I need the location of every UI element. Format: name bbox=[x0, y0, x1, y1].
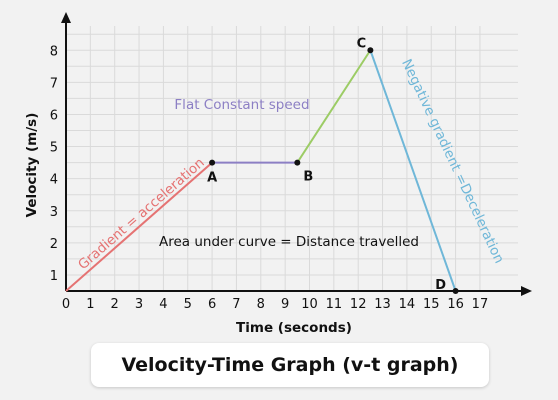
x-axis-title: Time (seconds) bbox=[236, 320, 352, 336]
x-tick-label: 6 bbox=[208, 297, 216, 312]
graph-segment bbox=[296, 49, 372, 164]
x-tick-label: 7 bbox=[232, 297, 240, 312]
x-tick-label: 9 bbox=[281, 297, 289, 312]
x-tick-label: 3 bbox=[135, 297, 143, 312]
x-tick-label: 14 bbox=[399, 297, 416, 312]
graph-caption: Velocity-Time Graph (v-t graph) bbox=[121, 354, 459, 376]
graph-points: A B C D bbox=[207, 36, 459, 294]
point-marker bbox=[209, 159, 216, 166]
y-axis-arrow-icon bbox=[61, 12, 71, 23]
x-axis-arrow-icon bbox=[521, 286, 532, 296]
y-tick-labels: 1 2 3 4 5 6 7 8 bbox=[50, 44, 58, 284]
axes bbox=[61, 12, 532, 296]
y-tick-label: 6 bbox=[50, 108, 58, 123]
caption-box: Velocity-Time Graph (v-t graph) bbox=[91, 343, 489, 387]
x-tick-label: 16 bbox=[447, 297, 464, 312]
annotation-constant-speed: Flat Constant speed bbox=[174, 97, 309, 113]
point-label: C bbox=[357, 36, 367, 51]
graph-segment bbox=[369, 49, 457, 292]
y-tick-label: 3 bbox=[50, 205, 58, 220]
x-tick-label: 13 bbox=[374, 297, 391, 312]
point-marker bbox=[294, 159, 301, 166]
point-marker bbox=[452, 288, 459, 294]
point-label: D bbox=[435, 278, 446, 293]
graph-segment bbox=[65, 161, 213, 292]
y-tick-label: 8 bbox=[50, 44, 58, 59]
x-tick-label: 17 bbox=[472, 297, 489, 312]
x-tick-label: 12 bbox=[350, 297, 367, 312]
x-tick-label: 5 bbox=[184, 297, 192, 312]
y-tick-label: 7 bbox=[50, 76, 58, 91]
point-label: B bbox=[303, 170, 313, 185]
grid bbox=[65, 26, 518, 292]
annotation-area: Area under curve = Distance travelled bbox=[159, 234, 419, 250]
y-axis-title: Velocity (m/s) bbox=[24, 113, 40, 218]
y-tick-label: 5 bbox=[50, 141, 58, 156]
y-tick-label: 2 bbox=[50, 237, 58, 252]
x-tick-label: 0 bbox=[62, 297, 70, 312]
point-marker bbox=[367, 47, 374, 54]
x-tick-label: 4 bbox=[159, 297, 167, 312]
x-tick-label: 11 bbox=[326, 297, 343, 312]
x-tick-label: 15 bbox=[423, 297, 440, 312]
point-label: A bbox=[207, 171, 217, 186]
x-tick-label: 2 bbox=[111, 297, 119, 312]
x-tick-labels: 0 1 2 3 4 5 6 7 8 9 10 11 12 13 14 15 16 17 bbox=[62, 297, 488, 312]
y-tick-label: 1 bbox=[50, 269, 58, 284]
x-tick-label: 8 bbox=[257, 297, 265, 312]
x-tick-label: 10 bbox=[301, 297, 318, 312]
y-tick-label: 4 bbox=[50, 173, 58, 188]
graph-segments bbox=[65, 49, 457, 292]
x-tick-label: 1 bbox=[86, 297, 94, 312]
